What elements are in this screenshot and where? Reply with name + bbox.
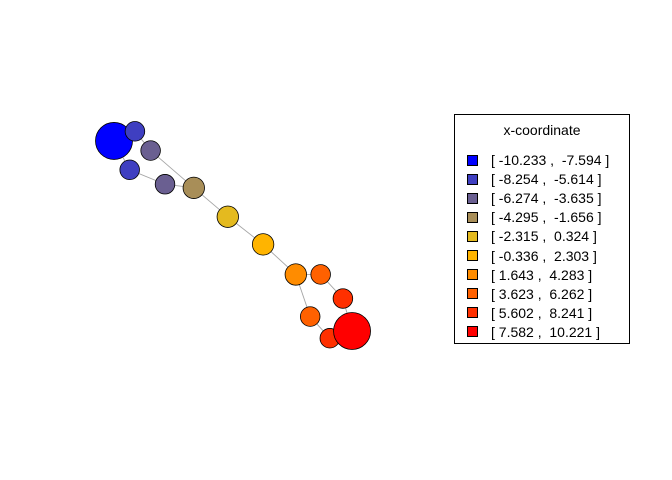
legend-title: x-coordinate (503, 122, 581, 138)
legend-label: [ -10.233 , -7.594 ] (491, 152, 610, 168)
legend-label: [ 3.623 , 6.262 ] (491, 285, 593, 302)
legend-item: [ -10.233 , -7.594 ] (467, 151, 609, 169)
legend-label: [ 5.602 , 8.241 ] (491, 304, 593, 321)
legend-item: [ 5.602 , 8.241 ] (467, 304, 592, 322)
legend-item: [ 7.582 , 10.221 ] (467, 323, 600, 341)
legend-label: [ -4.295 , -1.656 ] (491, 209, 602, 226)
node-9 (284, 263, 307, 286)
legend-label: [ -8.254 , -5.614 ] (491, 171, 602, 188)
legend-swatch (467, 230, 478, 242)
node-3 (140, 140, 161, 161)
node-8 (251, 233, 275, 256)
legend-label: [ 7.582 , 10.221 ] (491, 323, 600, 340)
node-14 (333, 312, 371, 350)
node-6 (182, 176, 205, 199)
legend-swatch (467, 211, 478, 223)
legend-item: [ 1.643 , 4.283 ] (467, 266, 592, 284)
node-11 (332, 288, 354, 309)
node-5 (154, 174, 176, 195)
legend-item: [ 3.623 , 6.262 ] (467, 285, 592, 303)
legend-swatch (467, 250, 478, 261)
legend-label: [ 1.643 , 4.283 ] (491, 266, 593, 283)
legend-item: [ -0.336 , 2.303 ] (467, 247, 597, 265)
legend-swatch (467, 192, 478, 204)
legend-item: [ -6.274 , -3.635 ] (467, 189, 602, 207)
legend-label: [ -6.274 , -3.635 ] (491, 190, 602, 207)
legend-swatch (467, 288, 478, 300)
legend-swatch (467, 154, 478, 166)
legend-swatch (467, 326, 478, 338)
legend-item: [ -8.254 , -5.614 ] (467, 170, 602, 188)
legend-label: [ -0.336 , 2.303 ] (491, 247, 597, 264)
legend-swatch (467, 173, 478, 185)
node-7 (216, 205, 239, 228)
node-10 (310, 264, 331, 285)
legend: x-coordinate [ -10.233 , -7.594 ] [ -8.25… (454, 114, 630, 344)
node-2 (124, 121, 146, 142)
legend-swatch (467, 269, 478, 281)
node-12 (300, 306, 321, 327)
legend-item: [ -2.315 , 0.324 ] (467, 227, 597, 245)
network-nodes (95, 121, 371, 350)
legend-swatch (467, 307, 478, 319)
legend-item: [ -4.295 , -1.656 ] (467, 208, 602, 226)
legend-label: [ -2.315 , 0.324 ] (491, 228, 597, 245)
network-edges (113, 130, 353, 339)
node-4 (119, 159, 140, 180)
